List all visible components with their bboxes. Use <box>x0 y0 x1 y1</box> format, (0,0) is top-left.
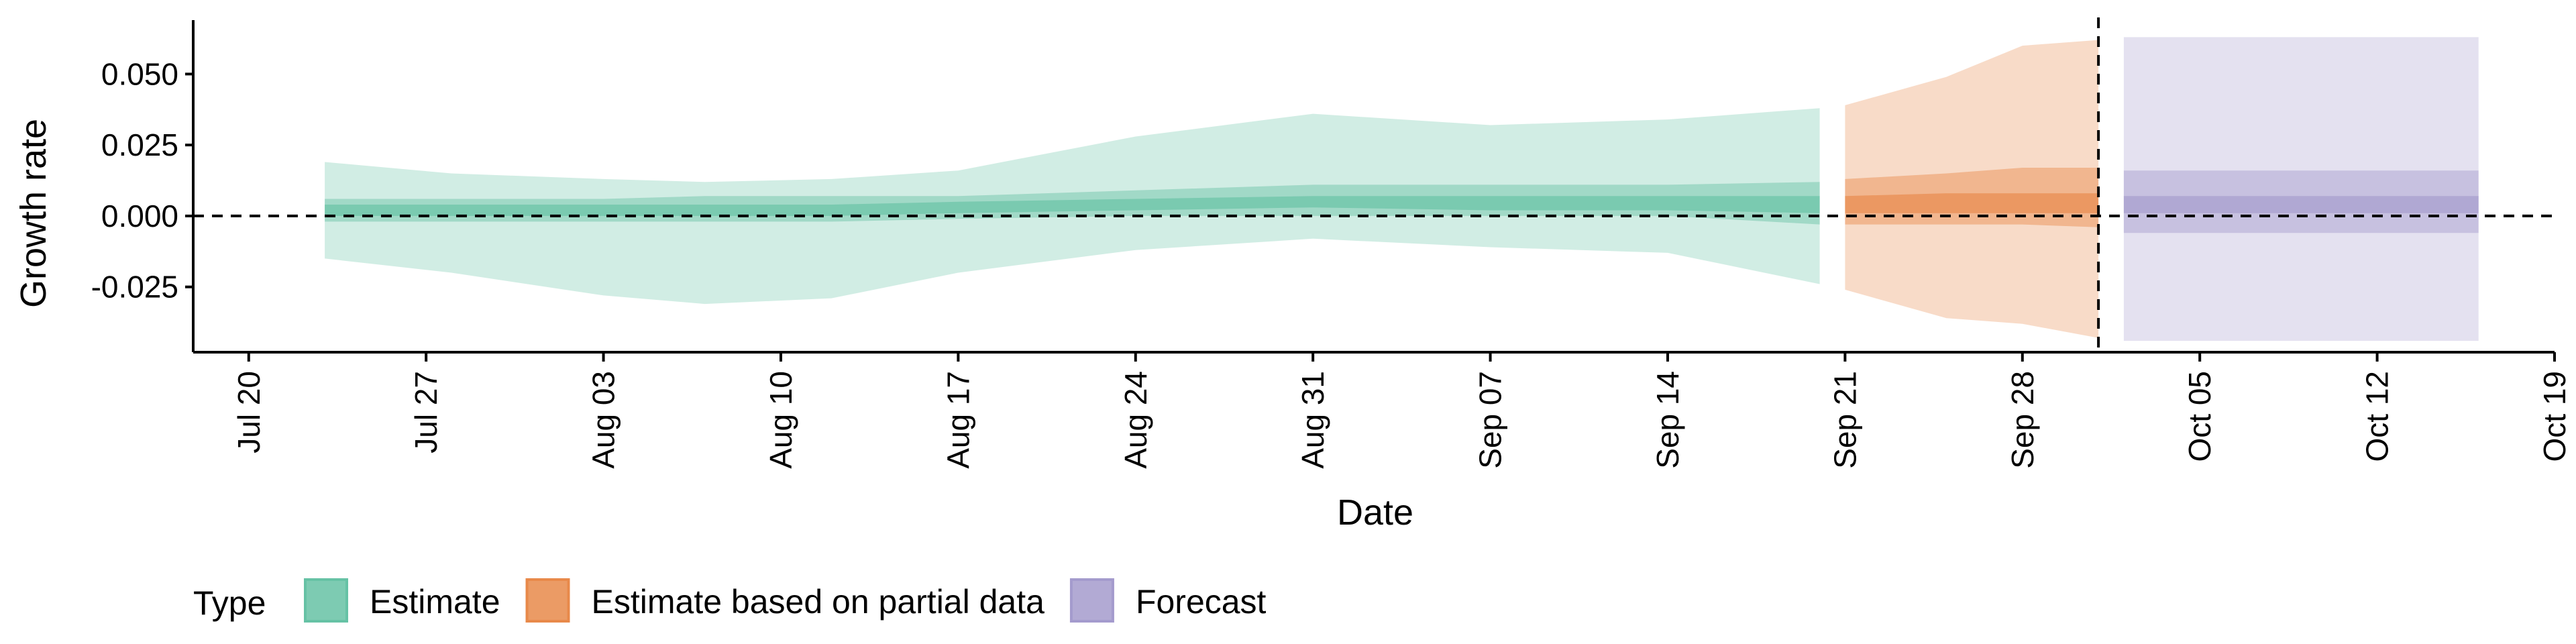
x-tick-label: Jul 20 <box>231 371 266 453</box>
x-tick-label: Aug 10 <box>763 371 798 469</box>
x-tick-label: Aug 31 <box>1295 371 1330 469</box>
legend-title: Type <box>193 584 266 622</box>
legend-label-0: Estimate <box>370 583 500 621</box>
band-20-series-1 <box>1845 193 2099 213</box>
legend-label-1: Estimate based on partial data <box>592 583 1045 621</box>
ribbon-bands <box>325 37 2479 341</box>
legend-swatch-2 <box>1069 578 1114 623</box>
y-tick-label: -0.025 <box>91 270 178 305</box>
legend-swatch-0 <box>304 578 348 623</box>
legend-label-2: Forecast <box>1136 583 1267 621</box>
x-tick-label: Oct 05 <box>2182 371 2217 462</box>
y-axis-title: Growth rate <box>13 119 54 308</box>
band-20-series-2 <box>2123 196 2479 213</box>
x-tick-label: Sep 14 <box>1650 371 1685 469</box>
legend: Type Estimate Estimate based on partial d… <box>193 578 1267 623</box>
x-tick-label: Aug 24 <box>1118 371 1153 469</box>
x-axis-title: Date <box>1337 492 1413 533</box>
x-tick-label: Sep 21 <box>1827 371 1862 469</box>
band-90-series-2 <box>2123 37 2479 341</box>
x-tick-label: Oct 12 <box>2360 371 2395 462</box>
y-tick-label: 0.050 <box>101 56 178 91</box>
axes: 0.050 0.025 0.000 -0.025 Jul 20 Jul 27 Aug 03 A… <box>91 20 2572 469</box>
x-tick-label: Aug 17 <box>941 371 975 469</box>
y-tick-label: 0.000 <box>101 199 178 233</box>
band-90-series-1 <box>1845 40 2099 338</box>
x-tick-label: Oct 19 <box>2537 371 2572 462</box>
band-20-series-0 <box>325 196 1820 216</box>
y-tick-label: 0.025 <box>101 127 178 162</box>
x-tick-label: Jul 27 <box>409 371 443 453</box>
x-tick-label: Sep 28 <box>2005 371 2040 469</box>
x-tick-label: Sep 07 <box>1473 371 1508 469</box>
legend-swatch-1 <box>525 578 570 623</box>
x-tick-label: Aug 03 <box>586 371 621 469</box>
